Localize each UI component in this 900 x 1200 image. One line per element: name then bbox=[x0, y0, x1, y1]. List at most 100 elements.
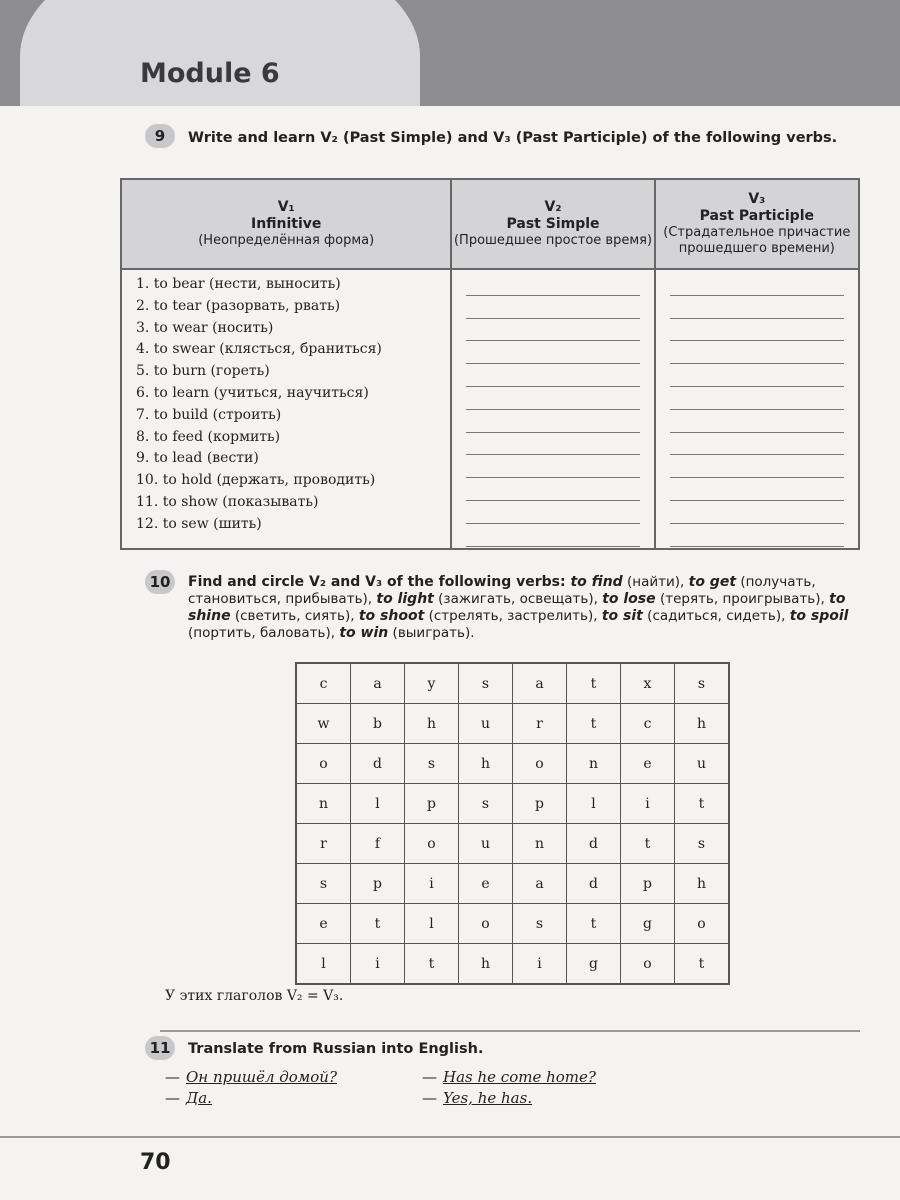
grid-cell[interactable]: s bbox=[512, 903, 567, 944]
past-simple-blank[interactable] bbox=[466, 434, 640, 456]
grid-cell[interactable]: o bbox=[512, 743, 567, 784]
grid-cell[interactable]: n bbox=[295, 783, 351, 824]
grid-cell[interactable]: p bbox=[620, 863, 675, 904]
past-participle-blank[interactable] bbox=[669, 411, 844, 433]
grid-cell[interactable]: r bbox=[295, 823, 351, 864]
grid-cell[interactable]: s bbox=[458, 662, 513, 704]
grid-cell[interactable]: t bbox=[620, 823, 675, 864]
past-simple-blank[interactable] bbox=[466, 274, 640, 296]
grid-cell[interactable]: l bbox=[566, 783, 621, 824]
grid-cell[interactable]: h bbox=[458, 943, 513, 985]
past-participle-blank[interactable] bbox=[669, 456, 844, 479]
grid-cell[interactable]: e bbox=[295, 903, 351, 944]
grid-cell[interactable]: o bbox=[295, 743, 351, 784]
past-simple-blank[interactable] bbox=[466, 525, 640, 547]
verb-row: 10. to hold (держать, проводить) bbox=[136, 472, 376, 489]
grid-cell[interactable]: h bbox=[458, 743, 513, 784]
grid-cell[interactable]: i bbox=[404, 863, 459, 904]
grid-cell[interactable]: o bbox=[674, 903, 730, 944]
past-simple-blank[interactable] bbox=[466, 502, 640, 524]
grid-cell[interactable]: l bbox=[404, 903, 459, 944]
grid-cell[interactable]: u bbox=[674, 743, 730, 784]
dash: — bbox=[422, 1089, 437, 1107]
column-subtitle: (Прошедшее простое время) bbox=[453, 233, 653, 248]
grid-cell[interactable]: p bbox=[350, 863, 405, 904]
past-participle-blank[interactable] bbox=[669, 388, 844, 410]
dialog-text: Yes, he has. bbox=[443, 1089, 533, 1107]
grid-cell[interactable]: h bbox=[674, 863, 730, 904]
past-simple-blank[interactable] bbox=[466, 479, 640, 501]
past-simple-blank[interactable] bbox=[466, 365, 640, 387]
grid-cell[interactable]: w bbox=[295, 703, 351, 744]
grid-cell[interactable]: i bbox=[350, 943, 405, 985]
grid-cell[interactable]: d bbox=[566, 823, 621, 864]
grid-cell[interactable]: x bbox=[620, 662, 675, 704]
grid-cell[interactable]: t bbox=[674, 783, 730, 824]
exercise-number: 9 bbox=[145, 124, 175, 148]
past-simple-blank[interactable] bbox=[466, 320, 640, 342]
verb-row: 1. to bear (нести, выносить) bbox=[136, 276, 341, 292]
past-simple-blank[interactable] bbox=[466, 411, 640, 433]
grid-cell[interactable]: y bbox=[404, 662, 459, 704]
grid-cell[interactable]: b bbox=[350, 703, 405, 744]
grid-cell[interactable]: e bbox=[620, 743, 675, 784]
grid-cell[interactable]: n bbox=[566, 743, 621, 784]
grid-cell[interactable]: r bbox=[512, 703, 567, 744]
footer-divider bbox=[0, 1136, 900, 1138]
grid-cell[interactable]: o bbox=[458, 903, 513, 944]
grid-cell[interactable]: t bbox=[566, 703, 621, 744]
grid-cell[interactable]: c bbox=[620, 703, 675, 744]
grid-cell[interactable]: p bbox=[404, 783, 459, 824]
verb-row: 12. to sew (шить) bbox=[136, 515, 262, 532]
grid-cell[interactable]: a bbox=[512, 863, 567, 904]
exercise-number: 11 bbox=[145, 1036, 175, 1060]
grid-cell[interactable]: s bbox=[404, 743, 459, 784]
past-participle-blank[interactable] bbox=[669, 320, 844, 342]
grid-cell[interactable]: i bbox=[512, 943, 567, 985]
past-simple-blank[interactable] bbox=[466, 342, 640, 365]
past-participle-blank[interactable] bbox=[669, 297, 844, 319]
grid-cell[interactable]: p bbox=[512, 783, 567, 824]
grid-cell[interactable]: s bbox=[458, 783, 513, 824]
past-participle-blank[interactable] bbox=[669, 525, 844, 547]
grid-cell[interactable]: n bbox=[512, 823, 567, 864]
dialog-line: — Он пришёл домой? bbox=[165, 1068, 337, 1086]
grid-cell[interactable]: d bbox=[350, 743, 405, 784]
past-participle-blank[interactable] bbox=[669, 274, 844, 296]
grid-cell[interactable]: g bbox=[620, 903, 675, 944]
grid-cell[interactable]: u bbox=[458, 703, 513, 744]
grid-cell[interactable]: a bbox=[350, 662, 405, 704]
grid-cell[interactable]: u bbox=[458, 823, 513, 864]
grid-cell[interactable]: s bbox=[295, 863, 351, 904]
grid-cell[interactable]: l bbox=[295, 943, 351, 985]
past-participle-blank[interactable] bbox=[669, 434, 844, 456]
grid-cell[interactable]: s bbox=[674, 823, 730, 864]
column-version: V₃ bbox=[748, 191, 766, 207]
grid-cell[interactable]: t bbox=[566, 903, 621, 944]
grid-cell[interactable]: o bbox=[404, 823, 459, 864]
past-participle-blank[interactable] bbox=[669, 502, 844, 524]
past-participle-blank[interactable] bbox=[669, 365, 844, 387]
grid-cell[interactable]: o bbox=[620, 943, 675, 985]
column-header: V₁ Infinitive (Неопределённая форма) bbox=[119, 178, 453, 270]
grid-cell[interactable]: f bbox=[350, 823, 405, 864]
past-participle-blank[interactable] bbox=[669, 342, 844, 365]
grid-cell[interactable]: h bbox=[674, 703, 730, 744]
grid-cell[interactable]: e bbox=[458, 863, 513, 904]
grid-cell[interactable]: t bbox=[674, 943, 730, 985]
grid-cell[interactable]: s bbox=[674, 662, 730, 704]
grid-cell[interactable]: d bbox=[566, 863, 621, 904]
grid-cell[interactable]: g bbox=[566, 943, 621, 985]
past-simple-blank[interactable] bbox=[466, 297, 640, 319]
grid-cell[interactable]: l bbox=[350, 783, 405, 824]
past-simple-blank[interactable] bbox=[466, 456, 640, 479]
grid-cell[interactable]: t bbox=[566, 662, 621, 704]
grid-cell[interactable]: t bbox=[350, 903, 405, 944]
grid-cell[interactable]: i bbox=[620, 783, 675, 824]
grid-cell[interactable]: a bbox=[512, 662, 567, 704]
grid-cell[interactable]: t bbox=[404, 943, 459, 985]
past-simple-blank[interactable] bbox=[466, 388, 640, 410]
grid-cell[interactable]: h bbox=[404, 703, 459, 744]
grid-cell[interactable]: c bbox=[295, 662, 351, 704]
past-participle-blank[interactable] bbox=[669, 479, 844, 501]
